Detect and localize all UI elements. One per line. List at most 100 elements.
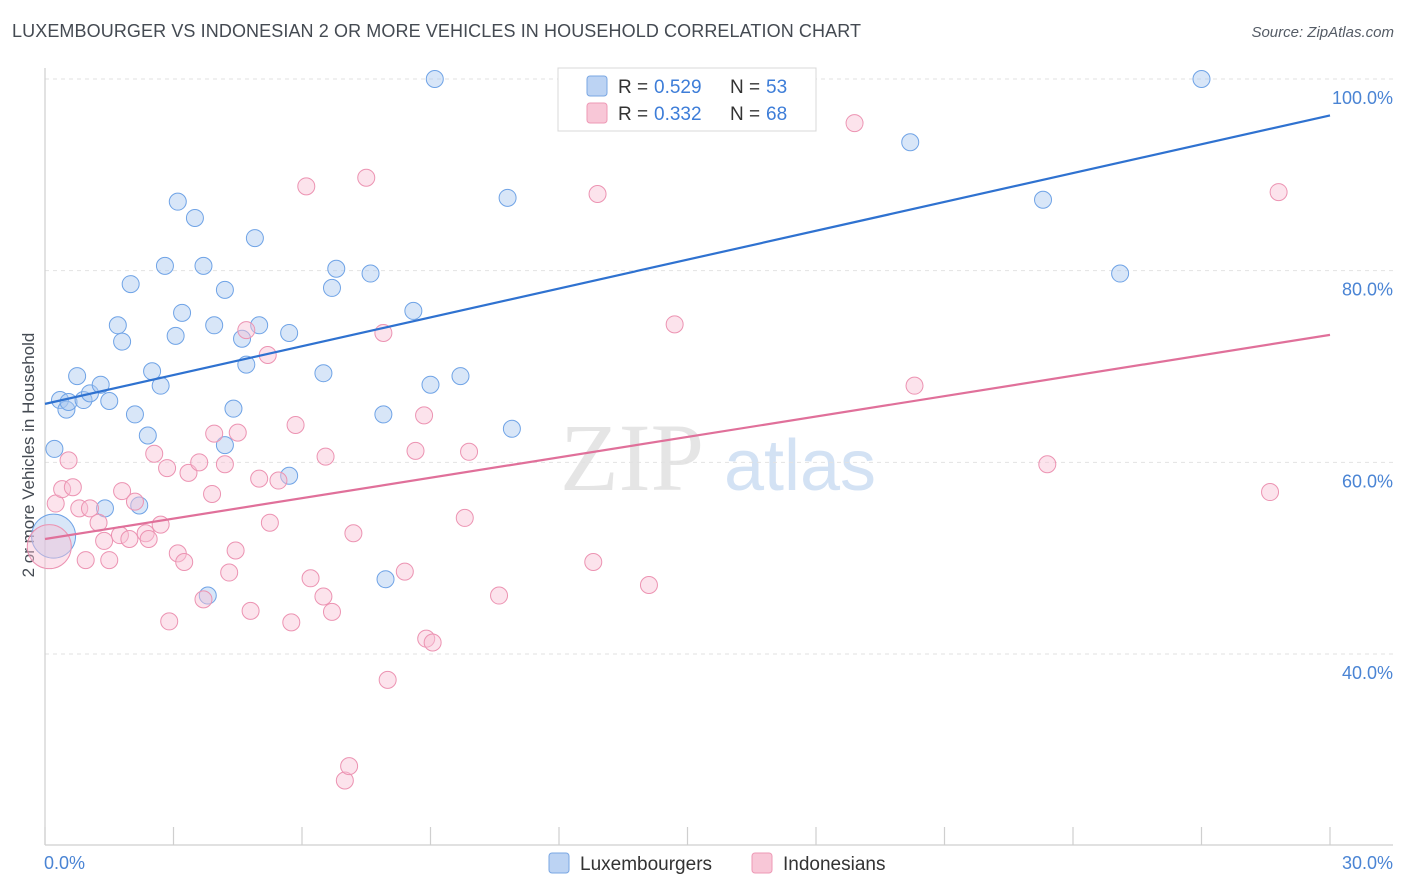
indonesian-point [357,168,376,187]
indonesian-point [220,563,239,582]
indonesian-point [100,551,119,570]
luxembourger-point [233,329,252,348]
axes [44,68,1393,846]
indonesian-point [203,484,222,503]
legend: Luxembourgers Indonesians [548,852,885,875]
indonesian-point [269,471,288,490]
indonesian-point [340,757,359,776]
indonesian-point [665,315,684,334]
legend-swatch-luxembourgers [548,852,570,874]
indonesian-point [406,441,425,460]
indonesian-point [1261,483,1280,502]
luxembourger-point [138,426,157,445]
y-tick-label: 80.0% [1342,280,1393,300]
luxembourger-point [374,405,393,424]
indonesian-point [76,551,95,570]
luxembourger-point [31,513,77,559]
indonesians-trend-line [44,333,1331,541]
indonesian-point [120,530,139,548]
indonesian-point [639,576,658,594]
stats-n-value-indonesians: 68 [766,104,787,125]
indonesian-point [226,541,245,560]
luxembourger-point [245,229,264,248]
indonesian-point [158,459,177,478]
luxembourger-point [121,275,140,294]
luxembourger-point [314,364,333,383]
chart-title: LUXEMBOURGER VS INDONESIAN 2 OR MORE VEH… [12,21,862,41]
luxembourger-point [322,278,341,297]
luxembourger-point [59,392,78,411]
luxembourger-point [91,375,110,394]
indonesian-point [301,569,320,588]
luxembourger-point [166,326,185,345]
indonesian-point [179,463,198,482]
indonesian-point [125,492,144,511]
luxembourger-point [45,439,64,458]
indonesian-point [160,612,179,631]
indonesian-point [316,447,335,466]
luxembourger-point [1192,70,1211,88]
stats-r-value-indonesians: 0.332 [654,104,702,125]
gridlines: 100.0% 80.0% 60.0% 40.0% [45,78,1393,683]
indonesian-point [260,513,279,532]
indonesian-point [175,553,194,571]
indonesian-point [415,406,434,425]
indonesian-point [423,633,442,652]
indonesian-point [113,482,132,501]
source-label: Source: ZipAtlas.com [1251,24,1394,41]
indonesian-point [335,771,354,790]
luxembourger-point [327,259,346,278]
stats-n-value-luxembourgers: 53 [766,77,787,98]
luxembourger-point [901,133,920,152]
luxembourger-point [194,256,213,275]
indonesian-point [297,177,316,196]
indonesian-point [460,442,479,461]
y-tick-label: 40.0% [1342,663,1393,683]
indonesian-point [139,530,158,548]
luxembourger-point [224,399,243,418]
x-tick-min: 0.0% [44,853,85,873]
trend-lines [44,114,1331,541]
indonesian-point [845,114,864,133]
indonesian-point [26,524,72,570]
indonesian-point [59,451,78,470]
luxembourger-point [68,367,87,386]
indonesian-point [314,587,333,606]
indonesian-point [228,423,247,442]
luxembourger-point [205,316,224,335]
indonesian-point [455,508,474,527]
indonesian-point [378,670,397,689]
luxembourger-point [421,375,440,394]
luxembourger-point [168,192,187,211]
luxembourger-point [113,332,132,351]
luxembourger-point [125,405,144,424]
legend-label-luxembourgers: Luxembourgers [580,854,712,875]
indonesian-point [194,590,213,609]
luxembourger-point [100,392,119,410]
stats-swatch-luxembourgers [586,75,608,97]
watermark: ZIP atlas [560,404,876,511]
luxembourger-point [185,208,204,227]
indonesian-point [905,376,924,395]
indonesian-point [395,562,414,581]
indonesian-point [250,469,269,488]
luxembourger-point [280,323,299,342]
indonesian-point [95,531,114,550]
indonesian-point [237,321,256,340]
luxembourger-point [108,316,127,335]
stats-r-label-indonesians: R = [618,104,648,125]
stats-n-label-indonesians: N = [730,104,760,125]
indonesian-point [1269,183,1288,202]
stats-n-label-luxembourgers: N = [730,77,760,98]
indonesian-point [282,613,301,632]
luxembourger-point [425,70,444,88]
stats-r-label-luxembourgers: R = [618,77,648,98]
luxembourgers-trend-line [44,114,1331,405]
legend-label-indonesians: Indonesians [783,854,885,875]
indonesian-point [63,478,82,497]
luxembourgers-points [31,70,1211,605]
indonesian-point [286,415,305,434]
luxembourger-point [361,264,380,283]
luxembourger-point [502,419,521,438]
